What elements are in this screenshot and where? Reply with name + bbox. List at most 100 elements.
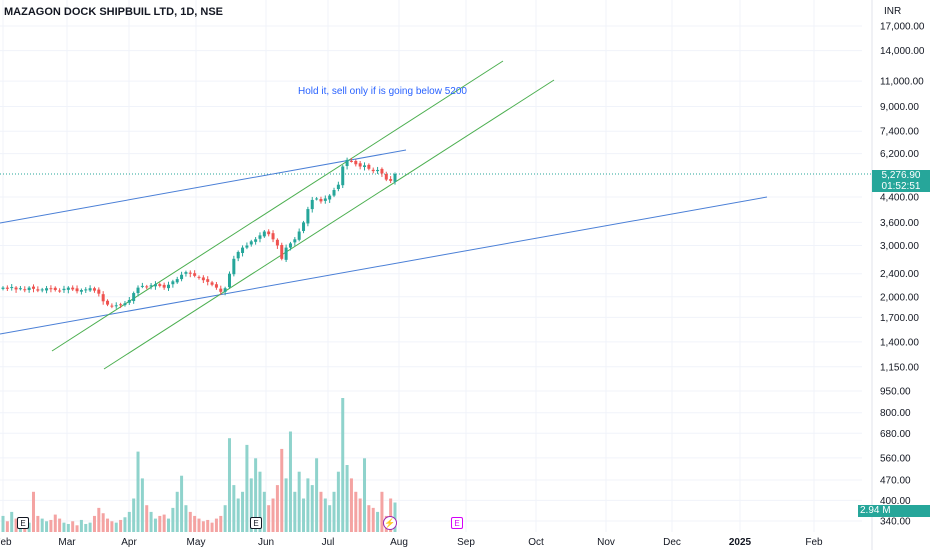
volume-bar — [288, 431, 292, 532]
y-tick-label: 340.00 — [880, 517, 911, 528]
volume-bar — [367, 505, 371, 532]
candle-body — [145, 286, 149, 288]
candle-body — [1, 287, 5, 289]
volume-bar — [336, 471, 340, 532]
volume-bar — [380, 491, 384, 532]
candle-body — [323, 198, 327, 201]
volume-bar — [101, 513, 105, 532]
x-tick-label: Oct — [528, 537, 544, 548]
candle-body — [315, 198, 319, 200]
candle-body — [275, 239, 279, 246]
volume-bar — [114, 522, 118, 532]
channel-lower-line — [103, 79, 555, 370]
x-tick-label: Jun — [258, 537, 274, 548]
volume-bar — [389, 498, 393, 532]
candle-body — [310, 199, 314, 210]
currency-label: INR — [884, 6, 902, 17]
candle-body — [280, 244, 284, 259]
earnings-event-icon[interactable]: E — [250, 517, 262, 529]
candle-body — [49, 288, 53, 290]
candle-body — [27, 287, 31, 291]
candle-body — [306, 209, 310, 224]
volume-bar — [132, 498, 136, 532]
volume-bar — [71, 521, 75, 532]
volume-bar — [10, 511, 14, 532]
candle-body — [45, 288, 49, 291]
candle-body — [114, 305, 118, 307]
candle-body — [71, 287, 75, 290]
volume-bar — [219, 515, 223, 532]
candle-body — [336, 184, 340, 190]
y-tick-label: 800.00 — [880, 408, 911, 419]
volume-bar — [323, 498, 327, 532]
y-tick-label: 1,700.00 — [880, 313, 919, 324]
volume-bar — [49, 519, 53, 532]
candle-body — [97, 289, 101, 294]
earnings-event-icon[interactable]: E — [17, 517, 29, 529]
y-tick-label: 11,000.00 — [880, 77, 924, 88]
volume-bar — [376, 511, 380, 532]
y-tick-label: 470.00 — [880, 476, 911, 487]
countdown-badge: 01:52:51 — [872, 181, 930, 192]
candle-body — [123, 303, 127, 306]
candle-body — [241, 247, 245, 253]
volume-bar — [140, 478, 144, 532]
candle-body — [219, 288, 223, 292]
volume-bar — [119, 519, 123, 532]
candle-body — [271, 233, 275, 240]
y-tick-label: 7,400.00 — [880, 127, 919, 138]
volume-bar — [280, 448, 284, 532]
volume-bar — [62, 522, 66, 532]
candle-body — [332, 190, 336, 196]
volume-bar — [184, 505, 188, 532]
volume-bar — [162, 514, 166, 532]
candle-body — [158, 284, 162, 286]
candle-body — [101, 294, 105, 302]
y-tick-label: 6,200.00 — [880, 149, 919, 160]
candle-body — [180, 274, 184, 280]
volume-bar — [232, 485, 236, 532]
volume-bar — [254, 458, 258, 532]
volume-bar — [214, 518, 218, 532]
candle-body — [371, 169, 375, 172]
volume-bar — [284, 478, 288, 532]
future-earnings-event-icon[interactable]: E — [451, 517, 463, 529]
candle-body — [363, 165, 367, 168]
volume-bar — [371, 507, 375, 532]
volume-bar — [53, 514, 57, 532]
x-tick-label: Aug — [390, 537, 408, 548]
candle-body — [119, 304, 123, 306]
channel-upper-line — [51, 60, 504, 352]
volume-bar — [223, 505, 227, 532]
x-tick-label: Feb — [805, 537, 823, 548]
volume-bar — [84, 523, 88, 532]
candle-body — [206, 279, 210, 282]
volume-bar — [363, 458, 367, 532]
volume-bar — [275, 485, 279, 532]
candle-body — [262, 231, 266, 237]
volume-bar — [45, 521, 49, 532]
volume-bar — [206, 519, 210, 532]
volume-bar — [66, 523, 70, 532]
volume-bar — [79, 519, 83, 532]
volume-bar — [193, 515, 197, 532]
candle-body — [349, 160, 353, 162]
volume-bar — [249, 478, 253, 532]
x-tick-label: Nov — [597, 537, 615, 548]
candle-body — [110, 305, 114, 307]
y-tick-label: 680.00 — [880, 429, 911, 440]
symbol-title[interactable]: MAZAGON DOCK SHIPBUIL LTD, 1D, NSE — [4, 6, 223, 18]
candle-body — [14, 287, 18, 290]
candle-body — [328, 195, 332, 200]
y-tick-label: 3,000.00 — [880, 241, 919, 252]
volume-bar — [145, 505, 149, 532]
volume-bar — [271, 498, 275, 532]
candle-body — [267, 231, 271, 235]
candle-body — [284, 247, 288, 260]
volume-bar — [106, 518, 110, 532]
candle-body — [227, 273, 231, 288]
volume-bar — [153, 518, 157, 532]
dividend-event-icon[interactable]: ⚡ — [383, 516, 397, 530]
candle-body — [140, 285, 144, 287]
